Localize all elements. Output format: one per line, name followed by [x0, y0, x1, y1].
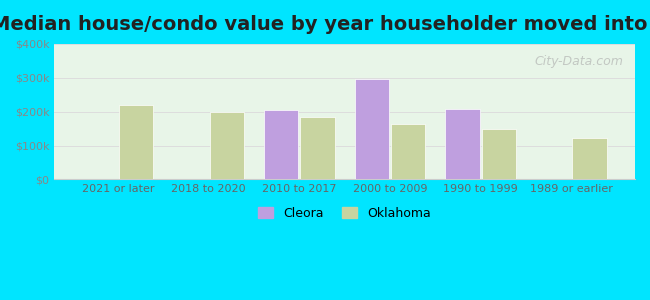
Text: City-Data.com: City-Data.com	[534, 55, 623, 68]
Bar	[355, 80, 389, 179]
Bar	[119, 105, 153, 179]
Bar	[264, 110, 298, 179]
Bar	[391, 124, 426, 179]
Title: Median house/condo value by year householder moved into unit: Median house/condo value by year househo…	[0, 15, 650, 34]
Bar	[209, 112, 244, 179]
Bar	[445, 109, 480, 179]
Bar	[482, 129, 516, 179]
Bar	[573, 138, 607, 179]
Bar	[300, 117, 335, 179]
Legend: Cleora, Oklahoma: Cleora, Oklahoma	[254, 202, 436, 225]
